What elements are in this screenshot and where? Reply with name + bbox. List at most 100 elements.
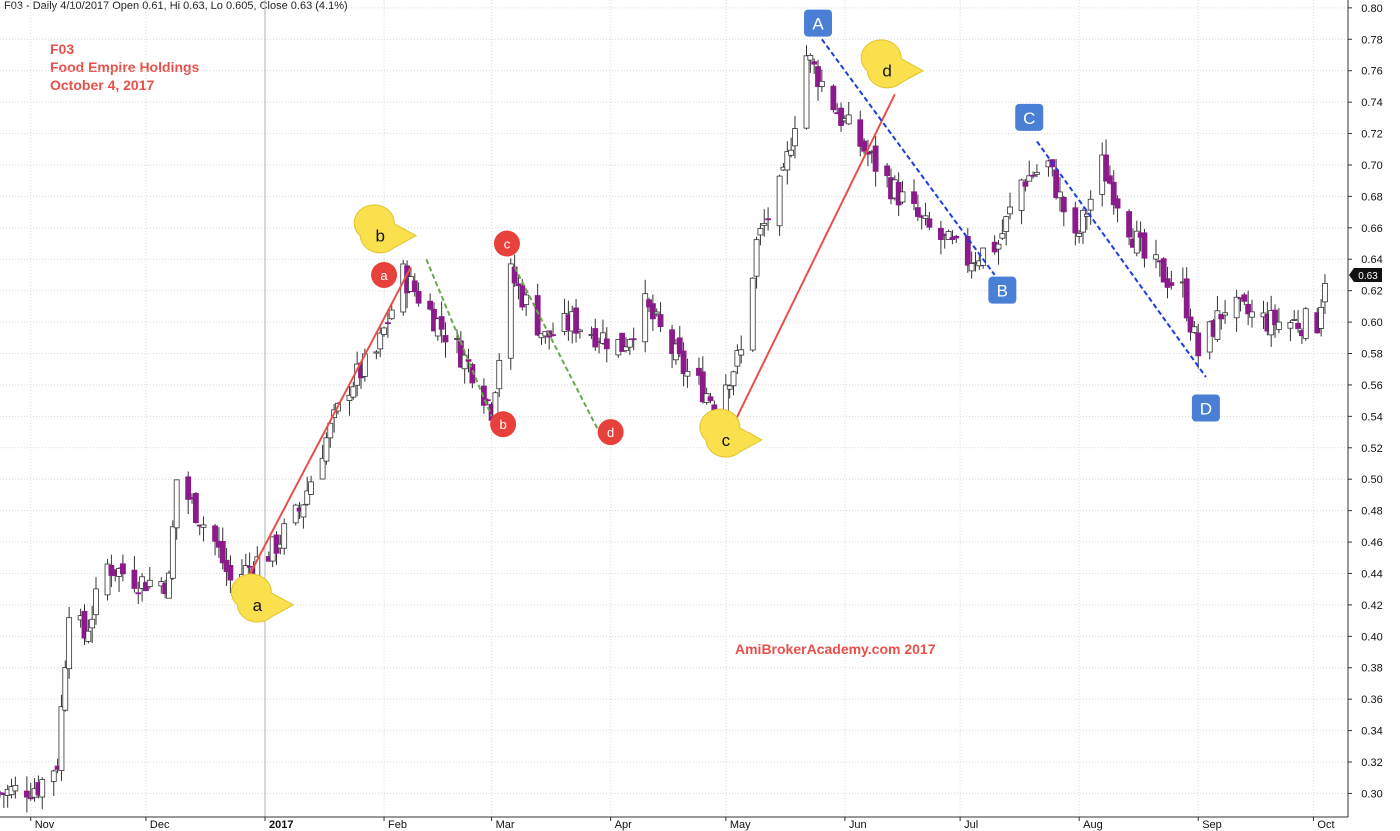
candle-down — [861, 140, 868, 152]
candle-up — [173, 479, 180, 529]
callout-label: b — [375, 227, 384, 246]
candle-down — [131, 569, 138, 589]
y-tick-label: 0.30 — [1361, 788, 1382, 800]
candle-up — [845, 114, 852, 125]
y-tick-label: 0.70 — [1361, 160, 1382, 172]
x-tick-label: Jul — [964, 819, 978, 831]
box-label: B — [997, 282, 1008, 301]
candle-down — [884, 165, 891, 177]
candle-up — [1057, 191, 1063, 199]
callout-label: d — [882, 62, 891, 81]
candle-up — [1302, 308, 1309, 339]
box-B — [988, 276, 1017, 304]
circle-label: b — [499, 417, 506, 432]
candle-up — [200, 524, 207, 528]
candle-up — [496, 359, 503, 390]
candle-down — [1195, 332, 1202, 357]
candle-down — [676, 337, 683, 355]
candle-down — [811, 61, 818, 65]
candle-up — [788, 149, 795, 156]
candle-down — [1060, 196, 1067, 213]
candle-down — [1295, 323, 1301, 329]
candle-down — [926, 218, 933, 228]
y-tick-label: 0.56 — [1361, 380, 1382, 392]
grid-lines — [0, 0, 1348, 817]
y-tick-label: 0.32 — [1361, 757, 1382, 769]
candle-up — [304, 490, 311, 505]
candle-down — [411, 280, 418, 293]
candle-down — [815, 66, 821, 88]
circle-label: c — [504, 237, 511, 252]
candle-up — [653, 311, 660, 315]
y-tick-label: 0.38 — [1361, 663, 1382, 675]
ticker-label: F03 — [50, 41, 75, 57]
candle-down — [1022, 181, 1029, 187]
candle-down — [573, 307, 579, 334]
candle-down — [1241, 294, 1248, 302]
candle-up — [922, 215, 929, 219]
candle-down — [1030, 174, 1036, 177]
candle-up — [39, 779, 46, 798]
trendlines — [241, 38, 1207, 590]
candle-down — [0, 792, 3, 795]
candle-up — [292, 504, 299, 524]
candle-down — [1187, 316, 1194, 333]
y-tick-label: 0.72 — [1361, 129, 1382, 141]
candle-down — [227, 565, 234, 581]
candle-up — [818, 80, 825, 87]
candle-down — [212, 525, 218, 542]
candle-down — [1168, 282, 1175, 286]
candle-up — [749, 277, 756, 351]
box-D — [1191, 394, 1220, 422]
candle-up — [507, 263, 514, 359]
candle-down — [1272, 309, 1278, 326]
y-tick-label: 0.44 — [1361, 568, 1382, 580]
circle-label: a — [380, 268, 388, 283]
candle-down — [1103, 154, 1109, 182]
candle-up — [730, 371, 737, 387]
y-tick-label: 0.46 — [1361, 537, 1382, 549]
candle-up — [807, 54, 814, 61]
candle-down — [592, 328, 599, 348]
candle-down — [680, 350, 687, 374]
candle-up — [58, 706, 65, 772]
trendline-blue — [1036, 140, 1207, 378]
candle-up — [12, 785, 19, 792]
y-tick-label: 0.66 — [1361, 223, 1382, 235]
candle-up — [93, 588, 99, 616]
candle-down — [384, 322, 391, 325]
candle-up — [1322, 283, 1328, 303]
candle-up — [1233, 296, 1240, 319]
y-tick-label: 0.40 — [1361, 631, 1382, 643]
candle-up — [323, 437, 330, 462]
candle-down — [442, 335, 449, 343]
candle-up — [1003, 216, 1010, 232]
candle-up — [753, 239, 760, 277]
candle-up — [300, 504, 307, 518]
candle-up — [166, 572, 172, 599]
candle-down — [550, 334, 556, 337]
trendline-red — [732, 93, 896, 425]
box-C — [1015, 103, 1044, 131]
candle-up — [792, 128, 798, 147]
y-tick-label: 0.64 — [1361, 254, 1382, 266]
candle-down — [649, 303, 656, 320]
candle-up — [381, 327, 387, 335]
candle-up — [281, 523, 288, 549]
box-label: D — [1200, 400, 1212, 419]
candle-down — [1072, 207, 1079, 234]
candle-up — [62, 667, 69, 711]
trendline-blue — [821, 38, 996, 276]
candle-up — [327, 422, 334, 439]
candle-down — [1160, 258, 1167, 283]
y-tick-label: 0.58 — [1361, 349, 1382, 361]
candle-up — [1076, 233, 1083, 237]
callout-label: a — [253, 596, 263, 615]
candle-up — [642, 293, 649, 343]
candle-up — [89, 618, 96, 629]
candle-up — [388, 309, 395, 320]
candle-up — [761, 223, 768, 226]
candle-up — [684, 371, 691, 377]
